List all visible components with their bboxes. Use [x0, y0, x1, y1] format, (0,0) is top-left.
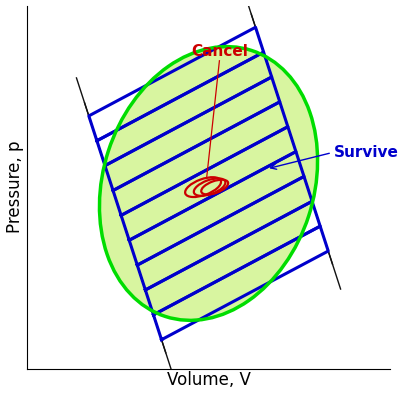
Ellipse shape: [99, 47, 317, 320]
Y-axis label: Pressure, p: Pressure, p: [6, 141, 24, 233]
X-axis label: Volume, V: Volume, V: [166, 371, 250, 389]
Text: Cancel: Cancel: [190, 44, 247, 59]
Text: Survive: Survive: [333, 145, 398, 160]
